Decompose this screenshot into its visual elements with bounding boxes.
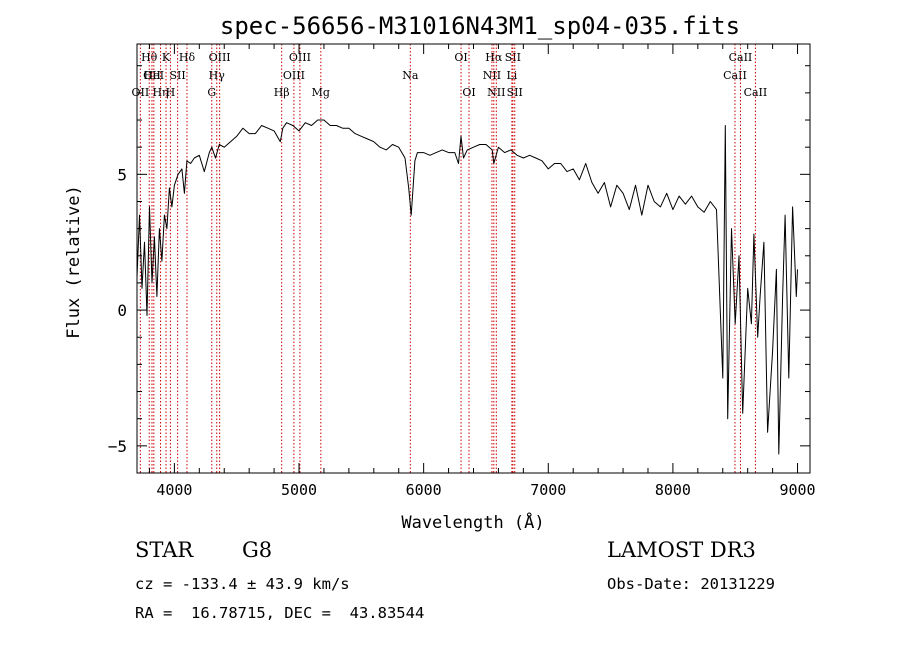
- x-tick-label-2: 6000: [406, 481, 442, 499]
- line-label-1: Hθ: [141, 51, 158, 64]
- redshift-velocity: cz = -133.4 ± 43.9 km/s: [135, 575, 350, 593]
- line-label-6: H: [166, 86, 176, 99]
- spectrum-line: [136, 119, 798, 455]
- line-label-20: Hα: [485, 51, 503, 64]
- chart-title: spec-56656-M31016N43M1_sp04-035.fits: [220, 12, 740, 40]
- y-tick-label-0: −5: [108, 437, 127, 456]
- line-label-13: OIII: [283, 69, 305, 82]
- line-label-4: Hη: [152, 86, 168, 99]
- line-label-7: SII: [170, 69, 186, 82]
- x-tick-label-5: 9000: [779, 481, 815, 499]
- line-label-11: OIII: [209, 51, 231, 64]
- line-label-25: CaII: [723, 69, 747, 82]
- emission-line-markers: OIIHθOIIHeIHηKHSIIHδGHγOIIIHβOIIIOIIIMgN…: [132, 44, 768, 473]
- plot-frame: [136, 43, 811, 474]
- y-tick-label-1: 0: [117, 301, 127, 320]
- line-label-26: CaII: [729, 51, 753, 64]
- x-tick-label-3: 7000: [530, 481, 566, 499]
- x-tick-label-1: 5000: [281, 481, 317, 499]
- line-label-10: Hγ: [209, 69, 226, 82]
- x-axis-label: Wavelength (Å): [401, 511, 544, 533]
- y-axis-label: Flux (relative): [64, 185, 84, 339]
- object-subclass: G8: [242, 538, 273, 562]
- survey-name: LAMOST DR3: [607, 538, 756, 562]
- line-label-21: NII: [487, 86, 505, 99]
- line-label-22: Li: [506, 69, 517, 82]
- line-label-19: NII: [483, 69, 501, 82]
- line-label-16: Na: [402, 69, 419, 82]
- line-label-12: Hβ: [274, 86, 290, 99]
- observation-date: Obs-Date: 20131229: [607, 575, 775, 593]
- line-label-23: SII: [505, 51, 521, 64]
- line-label-9: G: [207, 86, 216, 99]
- line-label-17: OI: [454, 51, 467, 64]
- sky-coordinates: RA = 16.78715, DEC = 43.83544: [135, 604, 425, 622]
- axis-ticks: 4000 5000 6000 7000 8000 9000 −5 0 5: [108, 44, 816, 499]
- line-label-14: OIII: [289, 51, 311, 64]
- line-label-15: Mg: [312, 86, 330, 99]
- line-label-24: SII: [507, 86, 523, 99]
- spectrum-series: [136, 119, 798, 455]
- line-label-8: Hδ: [179, 51, 196, 64]
- line-label-3: HeI: [144, 69, 164, 82]
- line-label-18: OI: [462, 86, 475, 99]
- line-label-5: K: [162, 51, 171, 64]
- x-tick-label-0: 4000: [156, 481, 192, 499]
- object-class: STAR: [135, 538, 194, 562]
- line-label-2: OII: [143, 69, 161, 82]
- x-tick-label-4: 8000: [655, 481, 691, 499]
- line-label-27: CaII: [744, 86, 768, 99]
- y-tick-label-2: 5: [117, 165, 127, 184]
